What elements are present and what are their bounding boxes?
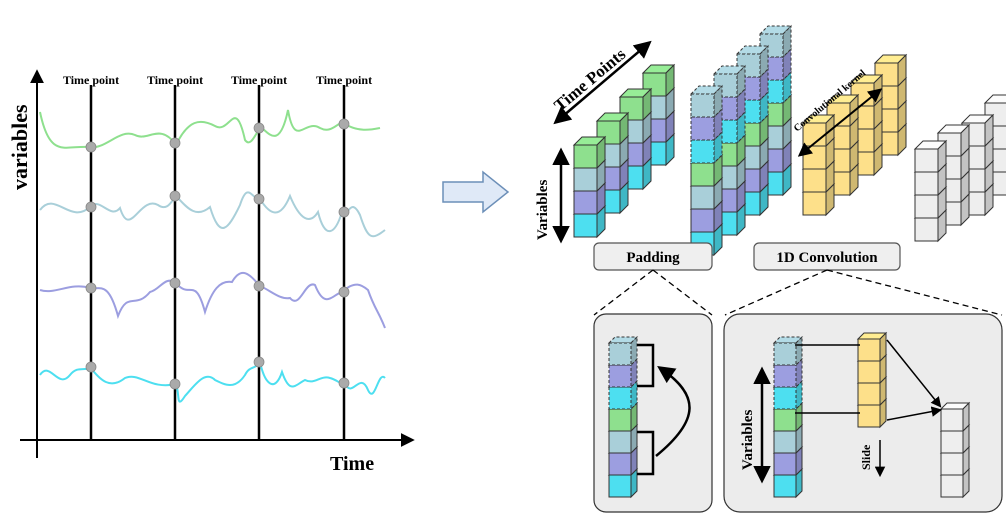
tensor-cubes [572, 24, 1006, 257]
sample-point [169, 137, 181, 149]
plot-x-axis-label: Time [330, 453, 374, 475]
sample-point [253, 356, 265, 368]
conv-output-arrow [886, 406, 943, 421]
sample-point [253, 193, 265, 205]
detail-cubes [607, 331, 971, 499]
cube [607, 401, 639, 433]
time-points-arrow [553, 40, 652, 125]
kernel-arrow [797, 88, 883, 157]
slide-label: Slide [859, 444, 873, 470]
time-point-label: Time point [231, 73, 287, 87]
sample-point [253, 122, 265, 134]
cube [913, 139, 948, 174]
detail-variables-label: Variables [740, 410, 756, 470]
sample-point [85, 361, 97, 373]
sample-point [169, 190, 181, 202]
zoom-line [652, 269, 713, 316]
sample-point [85, 201, 97, 213]
time-points-label: Time Points [550, 44, 629, 115]
zoom-line [826, 269, 1003, 316]
flow-arrow-icon [442, 170, 510, 214]
time-point-label: Time point [63, 73, 119, 87]
cube [689, 84, 724, 119]
plot-y-axis-label: variables [7, 104, 32, 190]
sample-point [253, 280, 265, 292]
conv-output-arrow [886, 339, 942, 408]
time-point-label: Time point [316, 73, 372, 87]
cube [607, 335, 639, 367]
cube [939, 401, 971, 433]
padding-stage-label: Padding [593, 242, 713, 271]
conv-stage-label: 1D Convolution [753, 242, 901, 271]
sample-point [338, 377, 350, 389]
time-series-plot: variables Time Time point Time point Time … [7, 69, 415, 475]
zoom-line [724, 269, 828, 316]
cube [856, 331, 888, 363]
padding-bracket-top [637, 343, 655, 388]
sample-point [338, 206, 350, 218]
cube [772, 335, 804, 367]
sample-point [338, 286, 350, 298]
padding-bracket-bottom [637, 430, 655, 476]
sample-point [85, 282, 97, 294]
zoom-line [593, 269, 654, 316]
sample-point [169, 378, 181, 390]
variables-label: Variables [535, 180, 551, 240]
cube [572, 135, 607, 170]
sample-point [169, 277, 181, 289]
sample-point [85, 141, 97, 153]
series-line-1 [39, 109, 381, 149]
conv-label: 1D Convolution [776, 250, 878, 266]
sample-points [85, 118, 350, 390]
time-point-label: Time point [147, 73, 203, 87]
sample-point [338, 118, 350, 130]
padding-label: Padding [626, 250, 680, 266]
padding-copy-arrow [655, 366, 691, 457]
